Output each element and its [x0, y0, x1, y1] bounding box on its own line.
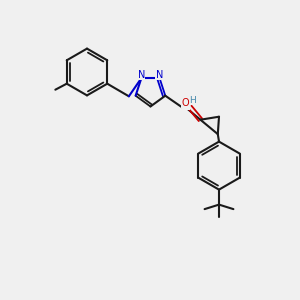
- Text: N: N: [156, 70, 163, 80]
- Text: N: N: [138, 70, 145, 80]
- Text: N: N: [183, 100, 190, 110]
- Text: H: H: [189, 96, 196, 105]
- Text: O: O: [182, 98, 190, 108]
